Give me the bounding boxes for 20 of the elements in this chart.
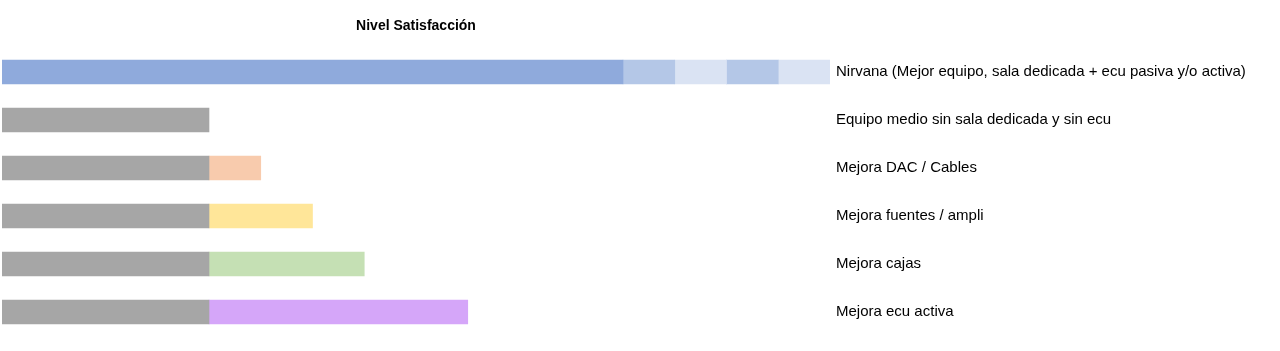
bar — [726, 59, 779, 85]
bar — [2, 251, 210, 277]
bar — [2, 107, 210, 133]
bar — [208, 203, 313, 229]
bar — [2, 203, 210, 229]
bar — [2, 59, 624, 85]
y-tick-label: Mejora fuentes / ampli — [836, 206, 984, 224]
bar — [208, 155, 262, 181]
y-tick-label: Equipo medio sin sala dedicada y sin ecu — [836, 110, 1112, 128]
bar — [2, 155, 210, 181]
bar — [2, 299, 210, 325]
chart-title: Nivel Satisfacción — [356, 16, 476, 33]
y-tick-label: Mejora DAC / Cables — [836, 158, 977, 176]
bar — [674, 59, 727, 85]
y-tick-label: Nirvana (Mejor equipo, sala dedicada + ecu pasiva y/o activa) — [836, 62, 1246, 80]
bar — [208, 299, 469, 325]
bar — [208, 251, 365, 277]
y-tick-label: Mejora cajas — [836, 254, 922, 272]
bar — [777, 59, 830, 85]
y-tick-label: Mejora ecu activa — [836, 302, 955, 320]
